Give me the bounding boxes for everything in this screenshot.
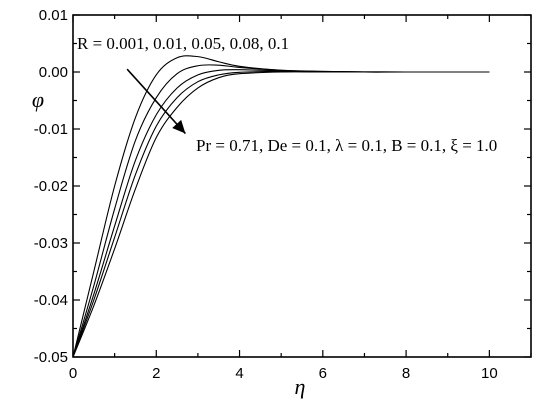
series-line-2 bbox=[72, 64, 490, 358]
y-axis-title: φ bbox=[32, 87, 44, 112]
y-tick-label: 0.00 bbox=[39, 64, 68, 81]
arrow-line bbox=[126, 68, 187, 135]
plot-area: 0 2 4 6 8 10 -0.05 -0.04 -0.03 -0.02 -0.01 0.00 0.01… bbox=[32, 7, 532, 399]
x-axis-title: η bbox=[295, 374, 306, 399]
parameter-label: R = 0.001, 0.01, 0.05, 0.08, 0.1 bbox=[77, 34, 289, 53]
conditions-label: Pr = 0.71, De = 0.1, λ = 0.1, B = 0.1, ξ… bbox=[196, 136, 497, 155]
series-line-1 bbox=[72, 55, 490, 358]
series-line-4 bbox=[72, 70, 490, 358]
series-line-5 bbox=[72, 71, 490, 358]
x-tick-label: 0 bbox=[69, 365, 77, 382]
plot-frame bbox=[72, 14, 532, 358]
y-tick-label: -0.05 bbox=[34, 349, 68, 366]
x-tick-label: 4 bbox=[235, 365, 243, 382]
series-line-3 bbox=[72, 69, 490, 358]
x-tick-label: 2 bbox=[152, 365, 160, 382]
x-tick-label: 8 bbox=[402, 365, 410, 382]
y-tick-label: 0.01 bbox=[39, 7, 68, 24]
y-tick-label: -0.02 bbox=[34, 178, 68, 195]
arrow-head bbox=[172, 119, 186, 134]
x-tick-label: 6 bbox=[319, 365, 327, 382]
y-tick-label: -0.04 bbox=[34, 292, 68, 309]
x-tick-label: 10 bbox=[481, 365, 498, 382]
y-tick-label: -0.03 bbox=[34, 235, 68, 252]
y-tick-label: -0.01 bbox=[34, 121, 68, 138]
